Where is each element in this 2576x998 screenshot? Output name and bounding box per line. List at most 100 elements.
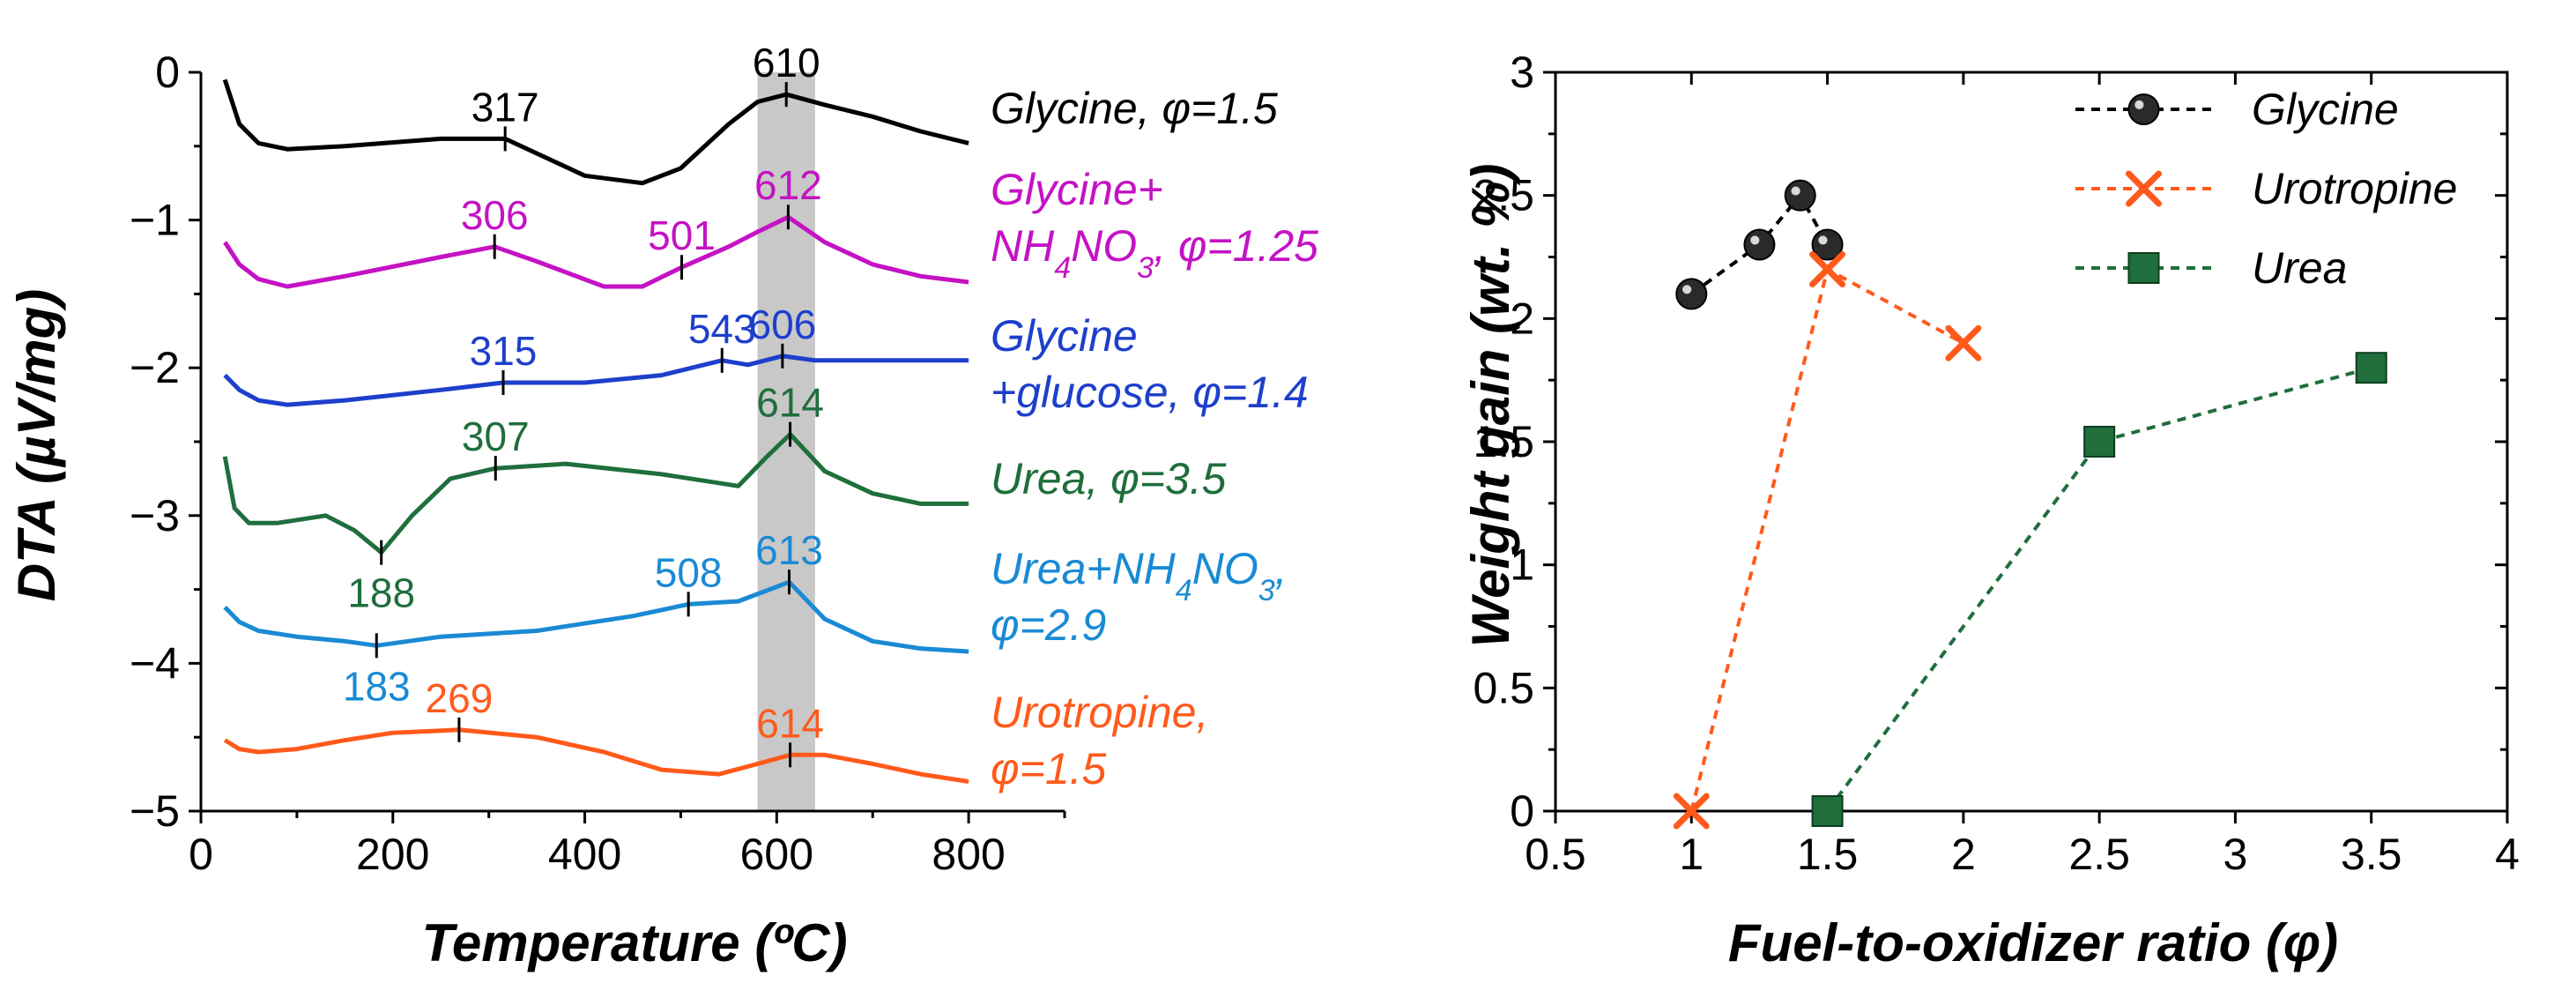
weight-gain-x-tick-label: 1.5: [1797, 830, 1859, 879]
dta-x-tick-label: 0: [189, 830, 213, 879]
dta-y-tick-label: 0: [155, 48, 180, 97]
dta-x-axis-title: Temperature (ºC): [421, 913, 847, 972]
peak-label: 613: [755, 527, 823, 573]
dta-x-tick-label: 200: [356, 830, 429, 879]
weight-gain-y-axis-title: Weight gain (wt. %): [1461, 164, 1520, 648]
dta-y-tick-label: −2: [130, 343, 180, 392]
weight-gain-x-tick-label: 2: [1951, 830, 1976, 879]
data-point-urotropine: [1673, 793, 1710, 830]
dta-curve: [223, 579, 969, 654]
weight-gain-x-tick-label: 3: [2223, 830, 2248, 879]
weight-gain-y-tick-label: 2: [1510, 294, 1534, 343]
data-point-glycine: [1675, 278, 1708, 310]
data-point-glycine-highlight: [1791, 186, 1800, 196]
legend-marker-stroke: [2126, 170, 2162, 207]
weight-gain-y-tick-label: 1: [1510, 540, 1534, 590]
series-line-glycine: [1690, 192, 1830, 296]
legend-label: Glycine: [2252, 85, 2399, 134]
legend-marker: [2126, 170, 2162, 207]
weight-gain-series: [1673, 179, 2387, 830]
dta-curve: [223, 727, 969, 784]
data-point-urea: [2083, 426, 2116, 458]
dta-y-tick-label: −5: [130, 786, 180, 836]
dta-y-tick-label: −4: [130, 638, 180, 688]
weight-gain-x-tick-label: 2.5: [2068, 830, 2130, 879]
dta-y-tick-label: −1: [130, 196, 180, 245]
peak-label: 614: [756, 380, 824, 426]
weight-gain-x-tick-label: 0.5: [1525, 830, 1586, 879]
peak-label: 317: [471, 84, 539, 130]
series-line-urotropine: [1689, 266, 1964, 812]
shaded-band-rect: [757, 72, 815, 811]
peak-label: 306: [461, 192, 529, 238]
data-point-urea: [2355, 352, 2387, 384]
curve-label: φ=1.5: [991, 744, 1107, 793]
data-point-urotropine-stroke: [1945, 324, 1982, 361]
curve-label: NH4NO3, φ=1.25: [991, 221, 1318, 285]
peak-label: 315: [470, 328, 538, 374]
dta-curve-labels: Glycine, φ=1.5 Glycine+ NH4NO3, φ=1.25 Glyc…: [991, 84, 1318, 793]
peak-label: 610: [753, 40, 820, 86]
curve-label: Glycine: [991, 311, 1138, 361]
dta-curves: [222, 78, 969, 784]
data-point-urotropine: [1945, 324, 1982, 361]
legend-label: Urea: [2252, 243, 2347, 293]
data-point-urotropine-stroke: [1673, 793, 1710, 830]
curve-label: Urotropine,: [991, 688, 1208, 737]
curve-label: +glucose, φ=1.4: [991, 368, 1309, 417]
peak-label: 606: [748, 302, 816, 347]
data-point-urotropine: [1809, 250, 1846, 287]
legend: Glycine Urotropine Urea: [2075, 85, 2457, 293]
weight-gain-panel: 0.5 1 1.5 2 2.5 3 3.5 400.511.522.53 GlycineUro…: [1461, 48, 2520, 972]
dta-x-tick-label: 400: [548, 830, 621, 879]
weight-gain-y-tick-label: 2.5: [1473, 171, 1534, 220]
weight-gain-y-tick-label: 1.5: [1473, 417, 1534, 466]
dta-y-axis-title: DTA (µV/mg): [7, 289, 66, 602]
legend-marker: [2127, 252, 2160, 284]
weight-gain-x-tick-label: 1: [1679, 830, 1704, 879]
dta-y-tick-label: −3: [130, 491, 180, 540]
curve-label: Urea+NH4NO3,: [991, 544, 1288, 607]
curve-label: φ=2.9: [991, 600, 1106, 650]
weight-gain-y-tick-label: 0: [1510, 786, 1534, 836]
dta-panel: 0 200 400 600 800 0 −1 −2 −3 −4 −5 317 610 306 501 612…: [7, 40, 1318, 972]
peak-label: 183: [343, 663, 411, 709]
dta-curve: [223, 354, 969, 407]
curve-label: Glycine+: [991, 165, 1163, 214]
peak-label: 188: [347, 570, 415, 616]
data-point-glycine-highlight: [1818, 235, 1828, 245]
peak-label: 501: [648, 212, 716, 258]
shaded-temperature-band: [757, 72, 815, 811]
curve-label: Glycine, φ=1.5: [991, 84, 1278, 133]
peak-label: 612: [754, 162, 822, 208]
dta-axes: 0 200 400 600 800 0 −1 −2 −3 −4 −5: [130, 48, 1066, 879]
dta-curve: [223, 214, 969, 289]
data-point-urea: [1811, 795, 1844, 827]
peak-label: 508: [655, 549, 723, 595]
weight-gain-x-tick-label: 4: [2495, 830, 2520, 879]
legend-marker: [2127, 93, 2160, 125]
peak-label: 543: [688, 306, 756, 352]
dta-x-tick-label: 800: [932, 830, 1005, 879]
dta-curve: [222, 78, 969, 186]
peak-label: 269: [426, 675, 494, 721]
weight-gain-axes: 0.5 1 1.5 2 2.5 3 3.5 400.511.522.53: [1473, 48, 2519, 879]
data-point-urotropine-stroke: [1809, 250, 1846, 287]
curve-label: Urea, φ=3.5: [991, 454, 1227, 503]
legend-label: Urotropine: [2252, 164, 2457, 213]
dta-x-tick-label: 600: [740, 830, 813, 879]
peak-label: 614: [756, 700, 824, 746]
data-point-glycine-highlight: [1682, 285, 1692, 294]
data-point-glycine: [1784, 179, 1816, 212]
weight-gain-y-tick-label: 3: [1510, 48, 1534, 97]
weight-gain-x-tick-label: 3.5: [2341, 830, 2402, 879]
dta-curve: [222, 432, 969, 555]
data-point-glycine: [1743, 228, 1776, 261]
peak-label: 307: [462, 413, 530, 459]
weight-gain-x-axis-title: Fuel-to-oxidizer ratio (φ): [1728, 913, 2338, 972]
data-point-glycine-highlight: [1750, 235, 1760, 245]
weight-gain-y-tick-label: 0.5: [1473, 663, 1534, 712]
legend-marker-highlight: [2134, 100, 2144, 109]
